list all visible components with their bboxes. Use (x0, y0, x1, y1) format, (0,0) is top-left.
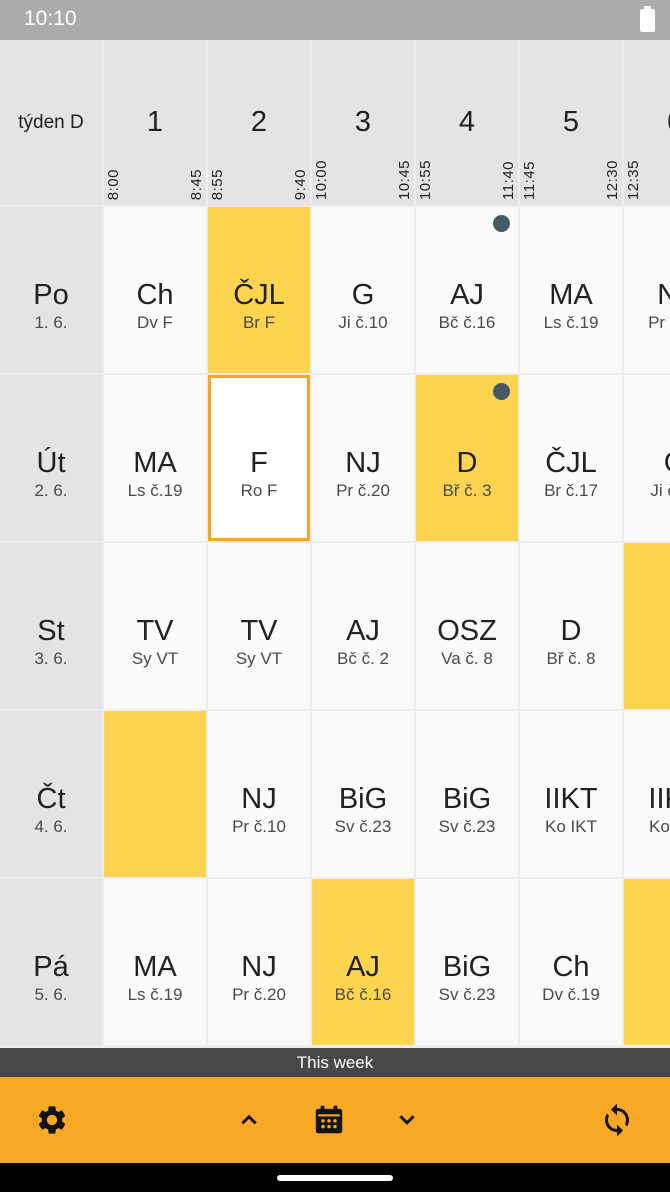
week-selector-label: This week (296, 1052, 374, 1072)
period-header-2: 2 8:55 9:40 (208, 40, 310, 205)
lesson-cell[interactable]: Ch Dv č.19 (520, 879, 622, 1045)
lesson-cell[interactable]: ČJL Br F (208, 207, 310, 373)
timetable-grid: týden D 1 8:00 8:45 2 8:55 9:40 3 10:00 … (0, 40, 670, 1048)
lesson-cell[interactable]: BiG Sv č.23 (416, 879, 518, 1045)
day-label: Po 1. 6. (0, 207, 102, 373)
lesson-cell[interactable]: BiG Sv č.23 (312, 711, 414, 877)
day-label: Čt 4. 6. (0, 711, 102, 877)
week-label-cell: týden D (0, 40, 102, 205)
lesson-cell[interactable]: OSZ Va č. 8 (416, 543, 518, 709)
day-row-st: St 3. 6. TV Sy VT TV Sy VT AJ Bč č. 2 OSZ Va … (0, 543, 670, 709)
lesson-cell[interactable]: BiG Sv č.23 (416, 711, 518, 877)
lesson-cell[interactable]: AJ Bč č.16 (416, 207, 518, 373)
lesson-cell-selected[interactable]: F Ro F (208, 375, 310, 541)
lesson-cell[interactable]: NJ Pr č.10 (208, 711, 310, 877)
bottom-sheet-header[interactable]: This week (0, 1048, 670, 1077)
lesson-cell[interactable]: TV Sy VT (208, 543, 310, 709)
lesson-cell[interactable]: D Bř č. 8 (520, 543, 622, 709)
navigation-bar (0, 1163, 670, 1192)
day-row-pa: Pá 5. 6. MA Ls č.19 NJ Pr č.20 AJ Bč č.16 Bi… (0, 879, 670, 1045)
header-row: týden D 1 8:00 8:45 2 8:55 9:40 3 10:00 … (0, 40, 670, 205)
day-row-ct: Čt 4. 6. NJ Pr č.10 BiG Sv č.23 BiG Sv č.23 … (0, 711, 670, 877)
lesson-cell-empty[interactable] (624, 543, 670, 709)
week-label: týden D (18, 111, 84, 133)
status-bar: 10:10 (0, 0, 670, 40)
period-start-time: 8:55 (209, 168, 226, 200)
lesson-cell[interactable]: MA Ls č.19 (520, 207, 622, 373)
period-start-time: 12:35 (625, 159, 642, 200)
lesson-cell-empty[interactable] (104, 711, 206, 877)
day-row-ut: Út 2. 6. MA Ls č.19 F Ro F NJ Pr č.20 D Bř č.… (0, 375, 670, 541)
lesson-cell[interactable]: AJ Bč č. 2 (312, 543, 414, 709)
toolbar (0, 1077, 670, 1163)
battery-icon (640, 6, 655, 32)
lesson-cell[interactable]: D Bř č. 3 (416, 375, 518, 541)
period-start-time: 10:55 (417, 159, 434, 200)
clock: 10:10 (24, 7, 77, 30)
lesson-cell[interactable]: MA Ls č.19 (104, 879, 206, 1045)
period-header-6: 6 12:35 (624, 40, 670, 205)
calendar-icon[interactable] (311, 1102, 347, 1138)
notification-dot (493, 215, 510, 232)
lesson-cell[interactable]: Ch Dv F (104, 207, 206, 373)
period-end-time: 9:40 (292, 168, 309, 200)
day-label: St 3. 6. (0, 543, 102, 709)
period-header-4: 4 10:55 11:40 (416, 40, 518, 205)
period-start-time: 8:00 (105, 168, 122, 200)
settings-icon[interactable] (35, 1103, 69, 1137)
period-header-3: 3 10:00 10:45 (312, 40, 414, 205)
period-start-time: 11:45 (521, 161, 538, 200)
lesson-cell-empty[interactable] (624, 879, 670, 1045)
day-label: Út 2. 6. (0, 375, 102, 541)
lesson-cell[interactable]: AJ Bč č.16 (312, 879, 414, 1045)
period-end-time: 10:45 (396, 159, 413, 200)
lesson-cell[interactable]: TV Sy VT (104, 543, 206, 709)
chevron-up-icon[interactable] (235, 1106, 263, 1134)
lesson-cell[interactable]: MA Ls č.19 (104, 375, 206, 541)
period-header-5: 5 11:45 12:30 (520, 40, 622, 205)
lesson-cell[interactable]: ČJL Br č.17 (520, 375, 622, 541)
day-label: Pá 5. 6. (0, 879, 102, 1045)
gesture-handle[interactable] (277, 1175, 393, 1181)
sync-icon[interactable] (599, 1102, 635, 1138)
day-row-po: Po 1. 6. Ch Dv F ČJL Br F G Ji č.10 AJ Bč č.1… (0, 207, 670, 373)
period-end-time: 8:45 (188, 168, 205, 200)
period-header-1: 1 8:00 8:45 (104, 40, 206, 205)
period-start-time: 10:00 (313, 159, 330, 200)
chevron-down-icon[interactable] (393, 1106, 421, 1134)
lesson-cell[interactable]: GJi č.10 (624, 375, 670, 541)
period-end-time: 11:40 (500, 161, 517, 200)
period-end-time: 12:30 (604, 159, 621, 200)
notification-dot (493, 383, 510, 400)
